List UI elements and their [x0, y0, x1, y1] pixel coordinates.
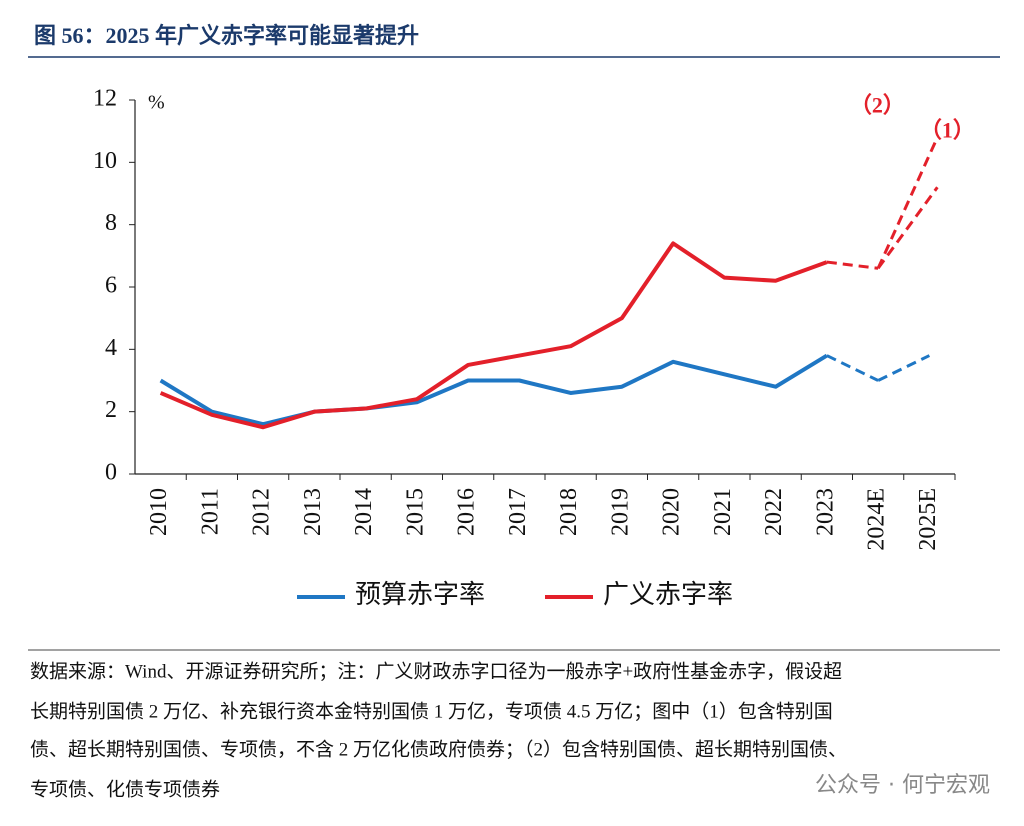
- scenario-line: [876, 136, 939, 269]
- y-tick-label: 8: [105, 210, 117, 236]
- legend-label: 广义赤字率: [603, 580, 733, 609]
- series-dashed-segment: [877, 354, 931, 382]
- y-tick-label: 10: [93, 148, 117, 174]
- x-tick-label: 2021: [710, 488, 736, 536]
- x-tick-label: 2014: [351, 488, 377, 536]
- x-tick-label: 2012: [249, 488, 275, 536]
- source-note: 债、超长期特别国债、专项债，不含 2 万亿化债政府债券；（2）包含特别国债、超长…: [30, 738, 847, 760]
- x-tick-label: 2023: [812, 488, 838, 536]
- source-note: 长期特别国债 2 万亿、补充银行资本金特别国债 1 万亿，专项债 4.5 万亿；…: [30, 700, 833, 722]
- x-tick-label: 2011: [197, 488, 223, 535]
- x-tick-label: 2018: [556, 488, 582, 536]
- x-tick-label: 2020: [659, 488, 685, 536]
- x-tick-label: 2019: [607, 488, 633, 536]
- x-tick-label: 2015: [402, 488, 428, 536]
- y-tick-label: 0: [105, 460, 117, 486]
- source-note: 数据来源：Wind、开源证券研究所；注：广义财政赤字口径为一般赤字+政府性基金赤…: [30, 660, 842, 682]
- x-tick-label: 2022: [761, 488, 787, 536]
- scenario-line: [876, 186, 939, 270]
- y-tick-label: 12: [93, 86, 117, 112]
- x-tick-label: 2016: [454, 488, 480, 536]
- watermark: 公众号 · 何宁宏观: [815, 773, 990, 798]
- series-line: [159, 241, 828, 430]
- legend-label: 预算赤字率: [355, 580, 485, 609]
- x-tick-label: 2013: [300, 488, 326, 536]
- source-note: 专项债、化债专项债券: [30, 778, 220, 800]
- scenario-label: （2）: [850, 92, 905, 117]
- x-tick-label: 2025E: [915, 488, 941, 551]
- series-dashed-segment: [826, 260, 879, 270]
- x-tick-label: 2010: [146, 488, 172, 536]
- y-unit: %: [148, 92, 165, 114]
- scenario-label: （1）: [920, 117, 975, 142]
- y-tick-label: 6: [105, 273, 117, 299]
- chart-title: 图 56：2025 年广义赤字率可能显著提升: [34, 23, 419, 48]
- x-tick-label: 2024E: [864, 488, 890, 551]
- series-dashed-segment: [826, 354, 879, 382]
- series-line: [159, 353, 828, 427]
- x-tick-label: 2017: [505, 488, 531, 536]
- y-tick-label: 2: [105, 397, 117, 423]
- y-tick-label: 4: [105, 335, 117, 361]
